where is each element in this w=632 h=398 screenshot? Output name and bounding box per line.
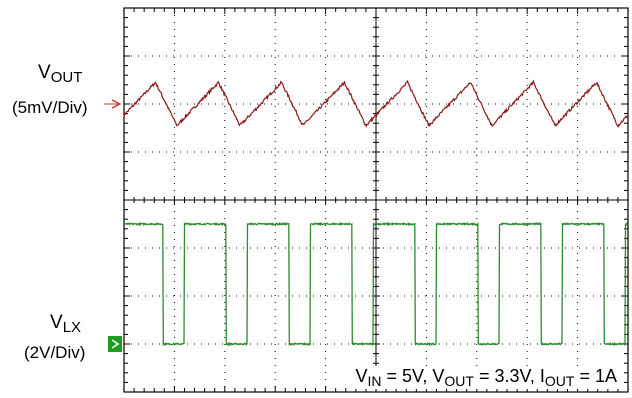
vlx-scale-label: (2V/Div): [24, 343, 86, 362]
trace-layer: [123, 79, 629, 347]
channel-markers: [104, 99, 122, 352]
vout-trace: [123, 79, 629, 128]
vout-marker-icon: [111, 99, 122, 109]
scope-grid: [123, 7, 629, 393]
vlx-channel-label: VLX: [50, 312, 82, 336]
vlx-marker-arrow: [111, 339, 120, 349]
vout-scale-label: (5mV/Div): [12, 98, 88, 117]
vout-channel-label: VOUT: [38, 62, 83, 86]
test-conditions-label: VIN = 5V, VOUT = 3.3V, IOUT = 1A: [352, 366, 620, 389]
vlx-marker-icon: [108, 336, 122, 352]
vlx-trace: [123, 221, 629, 347]
